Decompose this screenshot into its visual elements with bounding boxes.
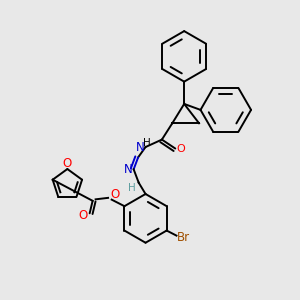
Text: O: O <box>110 188 119 201</box>
Text: O: O <box>63 157 72 170</box>
Text: O: O <box>176 143 185 154</box>
Text: N: N <box>124 164 133 176</box>
Text: H: H <box>128 183 135 193</box>
Text: O: O <box>79 209 88 222</box>
Text: H: H <box>142 139 150 148</box>
Text: Br: Br <box>176 232 190 244</box>
Text: N: N <box>136 140 145 154</box>
